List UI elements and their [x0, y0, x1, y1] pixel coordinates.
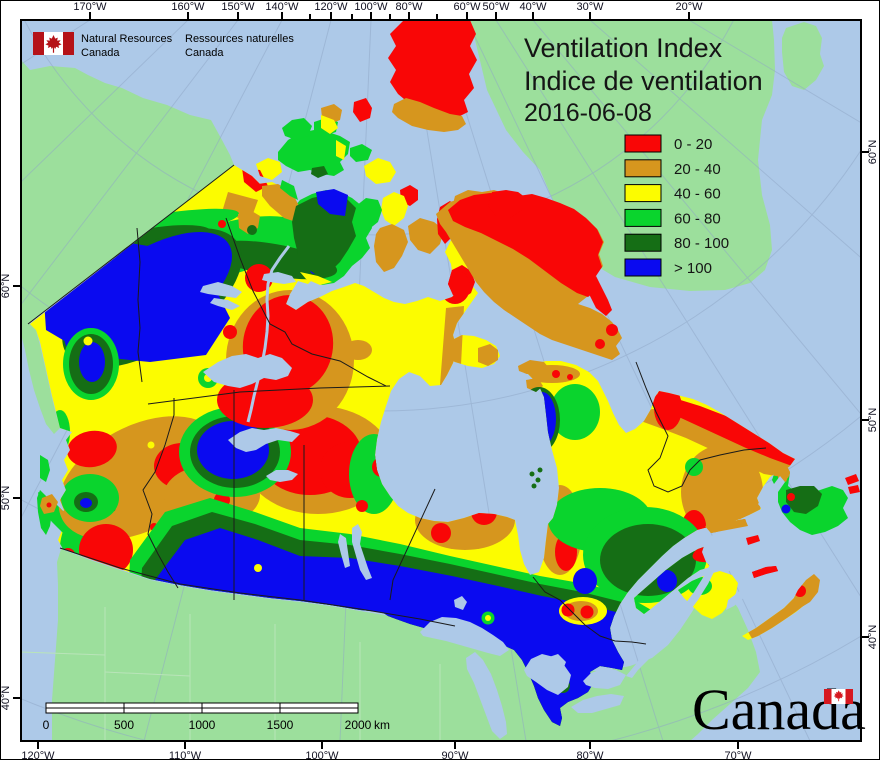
svg-text:110°W: 110°W	[169, 750, 202, 760]
svg-text:20°W: 20°W	[675, 1, 703, 13]
svg-text:30°W: 30°W	[576, 1, 604, 13]
svg-text:50°W: 50°W	[482, 1, 510, 13]
svg-text:Canada: Canada	[185, 47, 224, 59]
svg-text:2016-06-08: 2016-06-08	[524, 99, 652, 127]
svg-text:Canada: Canada	[692, 677, 866, 742]
svg-text:60°N: 60°N	[867, 140, 879, 165]
svg-text:500: 500	[114, 718, 134, 732]
svg-text:120°W: 120°W	[21, 750, 55, 760]
svg-text:70°W: 70°W	[724, 750, 752, 760]
svg-text:80°W: 80°W	[395, 1, 423, 13]
svg-text:170°W: 170°W	[73, 1, 107, 13]
svg-text:1500: 1500	[267, 718, 294, 732]
svg-text:80°W: 80°W	[576, 750, 604, 760]
svg-text:140°W: 140°W	[265, 1, 299, 13]
svg-text:100°W: 100°W	[305, 750, 339, 760]
svg-text:80 - 100: 80 - 100	[674, 235, 729, 252]
svg-text:20 - 40: 20 - 40	[674, 161, 721, 178]
svg-text:0 - 20: 0 - 20	[674, 136, 712, 153]
svg-text:50°N: 50°N	[0, 486, 12, 511]
svg-text:60°N: 60°N	[0, 274, 12, 299]
svg-text:60°W: 60°W	[453, 1, 481, 13]
svg-text:1000: 1000	[189, 718, 216, 732]
svg-text:40°N: 40°N	[867, 625, 879, 650]
svg-text:40 - 60: 40 - 60	[674, 186, 721, 203]
svg-text:Natural Resources: Natural Resources	[81, 33, 173, 45]
svg-text:40°W: 40°W	[519, 1, 547, 13]
svg-text:40°N: 40°N	[0, 686, 12, 711]
svg-text:150°W: 150°W	[221, 1, 255, 13]
svg-text:Canada: Canada	[81, 47, 120, 59]
svg-text:120°W: 120°W	[314, 1, 348, 13]
svg-text:60 - 80: 60 - 80	[674, 210, 721, 227]
svg-text:90°W: 90°W	[441, 750, 469, 760]
svg-text:0: 0	[43, 718, 50, 732]
svg-text:km: km	[374, 718, 390, 732]
svg-text:50°N: 50°N	[867, 408, 879, 433]
svg-text:100°W: 100°W	[354, 1, 388, 13]
svg-text:Ventilation Index: Ventilation Index	[524, 33, 723, 63]
svg-text:Ressources naturelles: Ressources naturelles	[185, 33, 294, 45]
svg-text:Indice de ventilation: Indice de ventilation	[524, 66, 763, 96]
svg-text:2000: 2000	[345, 718, 372, 732]
svg-text:160°W: 160°W	[171, 1, 205, 13]
svg-text:> 100: > 100	[674, 260, 712, 277]
